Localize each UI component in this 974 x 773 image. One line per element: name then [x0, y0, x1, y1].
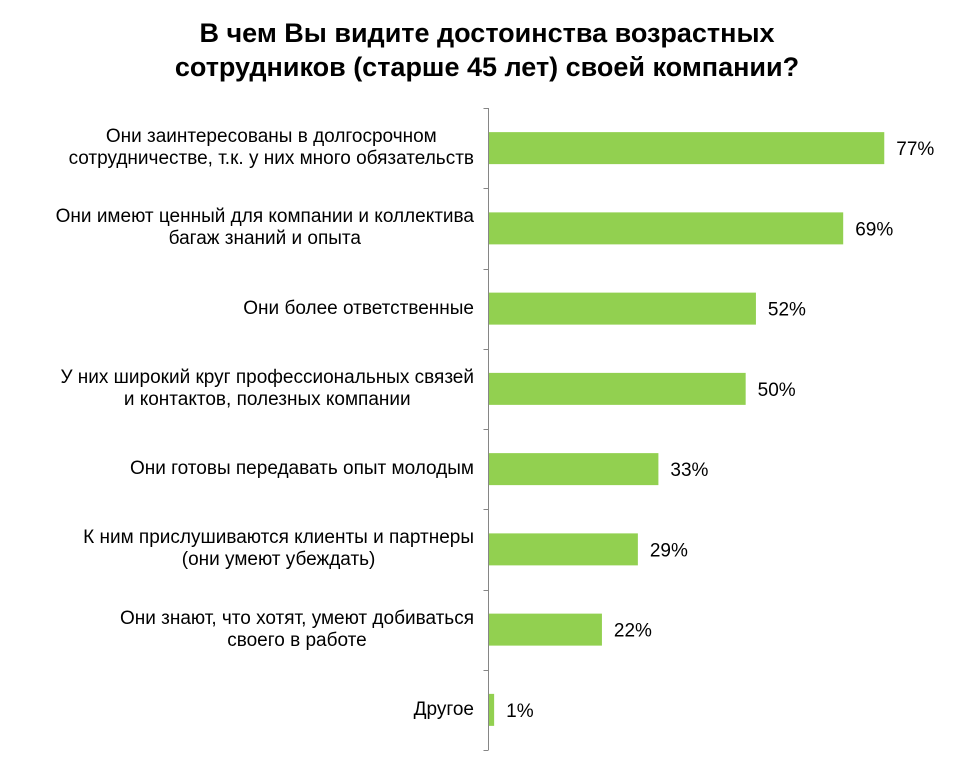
category-label: К ним прислушиваются клиенты и партнеры(… [83, 527, 474, 571]
category-label-line: Они знают, что хотят, умеют добиваться [119, 607, 474, 629]
chart-title-line: В чем Вы видите достоинства возрастных [199, 18, 775, 48]
bar [489, 533, 638, 566]
chart-title: В чем Вы видите достоинства возрастных с… [0, 16, 974, 84]
bar-value-label: 52% [768, 300, 806, 321]
bar-value-label: 69% [855, 219, 893, 240]
category-label: Они знают, что хотят, умеют добиваться св… [120, 608, 474, 652]
bar-value-label: 77% [896, 139, 934, 160]
category-label-line: багаж знаний и опыта [168, 228, 361, 250]
chart-title-line: сотрудников (старше 45 лет) своей компан… [174, 52, 800, 82]
category-label-line: К ним прислушиваются клиенты и партнеры [83, 527, 474, 549]
bar-value-label: 29% [650, 540, 688, 561]
category-label: Другое [414, 699, 474, 721]
bar [489, 292, 756, 325]
category-label: Они имеют ценный для компании и коллекти… [56, 206, 474, 250]
bar-value-label: 50% [758, 380, 796, 401]
category-label-line: Они готовы передавать опыт молодым [129, 458, 474, 480]
category-label-line: (они умеют убеждать) [181, 549, 376, 571]
bar-value-label: 22% [614, 621, 652, 642]
category-label-line: и контактов, полезных компании [123, 388, 411, 410]
category-label-line: сотрудничестве, т.к. у них много обязате… [68, 148, 474, 170]
bar-value-label: 1% [506, 701, 534, 722]
category-label: Они готовы передавать опыт молодым [130, 458, 474, 480]
bar [489, 453, 659, 486]
category-label: У них широкий круг профессиональных связ… [60, 367, 474, 411]
category-label-line: Они имеют ценный для компании и коллекти… [55, 206, 474, 228]
category-label-line: У них широкий круг профессиональных связ… [60, 366, 474, 388]
category-label-line: Они заинтересованы в долгосрочном [105, 126, 437, 148]
category-label: Они заинтересованы в долгосрочном сотрудн… [69, 126, 474, 170]
category-label: Они более ответственные [243, 298, 474, 320]
bar [489, 212, 844, 245]
bar [489, 693, 495, 726]
bar-value-label: 33% [670, 460, 708, 481]
category-label-line: Они более ответственные [243, 297, 474, 319]
category-label-line: своего в работе [227, 629, 367, 651]
bar [489, 372, 746, 405]
bar [489, 132, 885, 165]
bar [489, 613, 602, 646]
category-label-line: Другое [413, 698, 474, 720]
